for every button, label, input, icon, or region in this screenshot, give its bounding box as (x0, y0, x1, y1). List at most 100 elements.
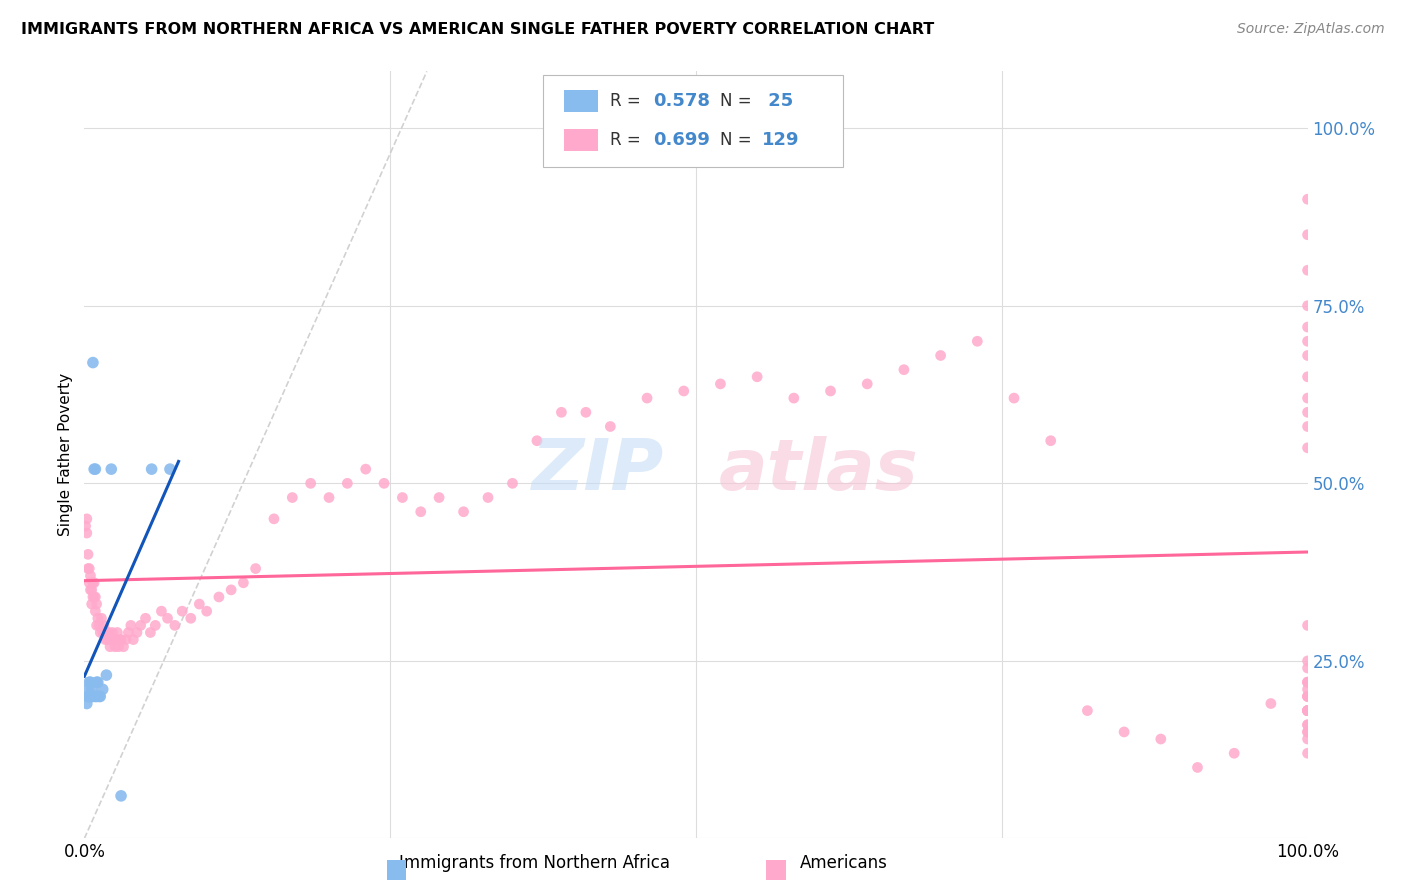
Point (636, 391, 658, 405)
Point (101, 625, 124, 640)
Point (156, 611, 179, 625)
Point (143, 618, 166, 632)
Point (820, 384, 842, 398)
FancyBboxPatch shape (543, 75, 842, 168)
Point (82, 575, 104, 590)
Point (96, 625, 118, 640)
Point (1296, 746, 1319, 760)
Point (1296, 618, 1319, 632)
Point (550, 405, 572, 419)
Point (87, 611, 110, 625)
Point (172, 604, 194, 618)
Text: R =: R = (610, 131, 647, 149)
FancyBboxPatch shape (564, 129, 598, 151)
Point (105, 625, 128, 640)
Point (1260, 697, 1282, 711)
Point (1223, 746, 1246, 760)
Point (76, 697, 98, 711)
Point (83, 462, 105, 476)
Point (188, 597, 211, 611)
Point (1150, 732, 1173, 747)
Point (96, 668, 118, 682)
Point (117, 625, 139, 640)
Point (1296, 675, 1319, 690)
Point (86, 618, 108, 632)
Point (1296, 690, 1319, 704)
Point (82, 590, 104, 604)
Point (82, 355, 104, 369)
Point (83, 590, 105, 604)
Point (263, 512, 285, 526)
Point (672, 384, 695, 398)
Text: Americans: Americans (800, 855, 887, 872)
Point (1296, 704, 1319, 718)
Point (1039, 434, 1062, 448)
Point (856, 376, 879, 391)
Point (1296, 704, 1319, 718)
Text: 0.578: 0.578 (654, 92, 710, 110)
Point (1296, 391, 1319, 405)
Point (97, 632, 120, 647)
Point (1187, 760, 1209, 774)
Point (1296, 441, 1319, 455)
Point (112, 640, 135, 654)
Point (77, 682, 100, 697)
Point (84, 462, 107, 476)
Point (929, 349, 952, 363)
Text: N =: N = (720, 92, 758, 110)
Point (232, 575, 254, 590)
Point (526, 434, 548, 448)
Text: N =: N = (720, 131, 758, 149)
Point (79, 582, 101, 597)
Point (97, 625, 120, 640)
Point (84, 690, 107, 704)
Point (1296, 419, 1319, 434)
Point (281, 491, 304, 505)
Point (93, 618, 115, 632)
Point (1296, 405, 1319, 419)
Point (1296, 299, 1319, 313)
Point (318, 491, 340, 505)
Point (1296, 334, 1319, 349)
Point (1114, 725, 1136, 739)
Point (80, 582, 103, 597)
Point (1296, 704, 1319, 718)
Point (427, 491, 450, 505)
Point (453, 505, 475, 519)
Point (409, 505, 432, 519)
Point (80, 597, 103, 611)
Point (87, 618, 110, 632)
Point (1296, 725, 1319, 739)
Point (1296, 718, 1319, 732)
Point (180, 611, 202, 625)
Point (79, 675, 101, 690)
Point (87, 690, 110, 704)
Point (245, 561, 267, 575)
Text: 129: 129 (762, 131, 800, 149)
Point (299, 476, 322, 491)
Point (1296, 690, 1319, 704)
Point (1002, 391, 1025, 405)
Point (783, 391, 806, 405)
Point (108, 632, 131, 647)
Point (87, 675, 110, 690)
Point (1296, 732, 1319, 747)
Point (219, 582, 242, 597)
Point (1296, 349, 1319, 363)
Point (80, 690, 103, 704)
Point (1296, 192, 1319, 206)
Point (80, 682, 103, 697)
Point (94, 632, 117, 647)
Point (893, 362, 915, 376)
Point (110, 789, 132, 803)
Point (86, 597, 108, 611)
Text: atlas: atlas (718, 436, 918, 505)
Point (336, 476, 359, 491)
Point (391, 491, 413, 505)
Point (77, 690, 100, 704)
Point (139, 625, 162, 640)
Point (1296, 654, 1319, 668)
Text: ZIP: ZIP (531, 436, 664, 505)
Point (1296, 661, 1319, 675)
Point (91, 625, 114, 640)
